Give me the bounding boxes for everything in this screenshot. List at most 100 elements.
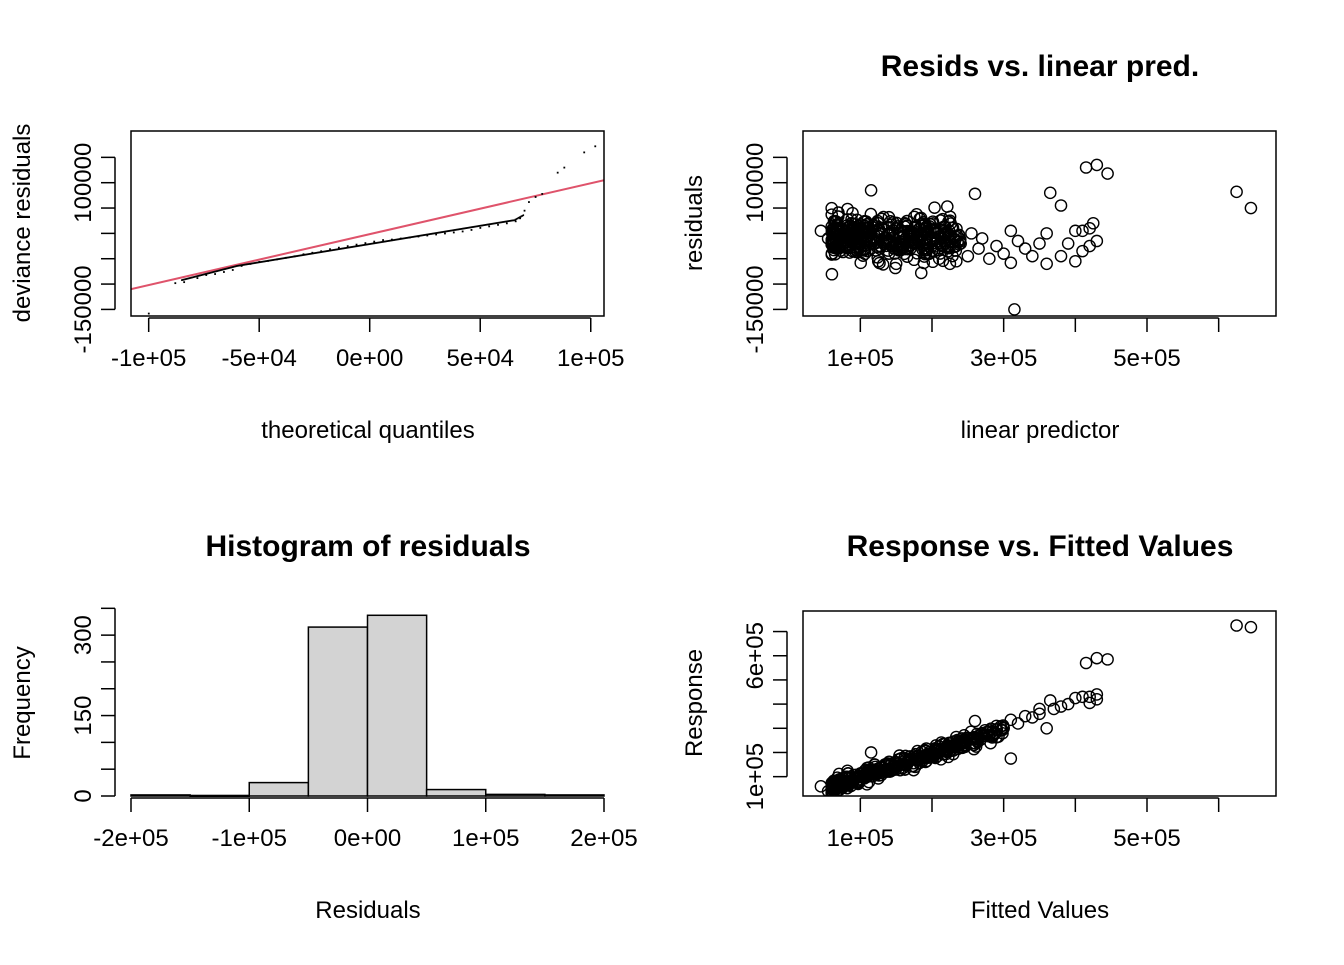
residual-point	[825, 208, 839, 221]
qq-point	[502, 221, 504, 223]
qq-point	[398, 238, 400, 241]
residual-point	[846, 206, 859, 220]
qq-point	[263, 260, 265, 263]
qq-point	[563, 166, 566, 169]
qq-point	[472, 226, 474, 228]
qq-point	[200, 274, 203, 277]
qq-point	[450, 229, 453, 232]
qq-point	[433, 232, 436, 235]
qq-point	[214, 270, 216, 273]
response-plot-xlabel: Fitted Values	[971, 897, 1109, 924]
qq-point	[474, 225, 477, 228]
qq-point	[520, 215, 522, 218]
qq-point	[418, 234, 421, 237]
residual-point	[1101, 167, 1114, 180]
qq-point	[411, 236, 414, 238]
residual-point	[898, 217, 912, 230]
qq-point	[326, 250, 328, 253]
qq-point	[235, 265, 238, 267]
response-point	[904, 752, 917, 765]
residual-point	[889, 257, 903, 271]
qq-point	[457, 228, 459, 231]
qq-point	[396, 238, 399, 241]
qq-y-tick-label: 100000	[70, 143, 97, 223]
response-point	[1033, 707, 1046, 721]
hist-x-tick-label: 2e+05	[570, 825, 637, 852]
qq-point	[205, 274, 208, 276]
qq-point	[275, 258, 278, 261]
qq-point	[253, 262, 255, 265]
residual-point	[1090, 234, 1104, 248]
qq-point	[182, 278, 184, 281]
qq-point	[185, 278, 188, 280]
residual-point	[857, 215, 871, 228]
qq-point	[363, 243, 366, 246]
qq-point	[221, 268, 223, 271]
qq-point	[486, 223, 488, 226]
qq-point	[272, 259, 274, 261]
qq-point	[367, 243, 369, 246]
residual-point	[1011, 234, 1025, 248]
resp-x-tick-label: 5e+05	[1113, 825, 1180, 852]
residual-point	[930, 227, 944, 240]
qq-point	[482, 224, 485, 227]
residual-point	[983, 252, 996, 266]
qq-point	[203, 273, 206, 276]
response-point	[983, 729, 996, 742]
residual-point	[907, 210, 921, 224]
qq-point	[331, 249, 334, 252]
qq-point	[435, 232, 438, 234]
qq-point	[240, 264, 243, 267]
response-point	[1079, 656, 1093, 670]
qq-point	[320, 251, 322, 253]
qq-point	[227, 267, 230, 269]
qq-point	[339, 247, 342, 250]
qq-point	[214, 273, 216, 275]
response-point	[940, 742, 953, 756]
response-point	[1083, 690, 1096, 704]
qq-point	[399, 238, 401, 240]
qq-point	[269, 259, 271, 262]
qq-point	[279, 257, 281, 260]
qq-point	[187, 277, 190, 280]
residual-point	[871, 254, 885, 268]
qq-point	[379, 241, 382, 244]
residual-point	[975, 232, 989, 245]
resid-plot-frame	[802, 130, 1277, 317]
qq-point	[416, 235, 418, 238]
qq-point	[371, 242, 374, 245]
qq-point	[184, 278, 187, 281]
qq-point	[232, 266, 235, 268]
resid-y-tick-label: 100000	[742, 143, 769, 223]
qq-point	[523, 209, 526, 212]
residual-point	[825, 238, 838, 251]
qq-point	[213, 271, 215, 273]
response-point	[1004, 752, 1018, 765]
qq-point	[511, 219, 513, 222]
histogram-panel: Histogram of residuals Residuals Frequen…	[9, 530, 638, 924]
qq-point	[256, 261, 259, 264]
response-point	[1090, 688, 1104, 701]
qq-point	[208, 272, 211, 274]
response-point	[961, 731, 975, 745]
qq-point	[304, 253, 306, 256]
qq-point	[401, 237, 404, 240]
qq-point	[404, 237, 407, 239]
residual-point	[832, 242, 846, 255]
qq-point	[458, 228, 461, 231]
qq-point	[473, 225, 475, 228]
residual-point	[965, 227, 978, 240]
qq-point	[246, 263, 248, 266]
qq-point	[431, 232, 433, 235]
qq-point	[347, 246, 350, 249]
qq-point	[329, 249, 332, 252]
qq-point	[375, 242, 377, 244]
qq-point	[343, 247, 345, 250]
qq-point	[612, 142, 614, 144]
qq-point	[289, 256, 292, 259]
qq-point	[382, 240, 384, 243]
response-plot-ylabel: Response	[681, 649, 708, 757]
qq-point	[438, 231, 440, 234]
qq-point	[463, 227, 465, 230]
qq-point	[369, 243, 372, 245]
